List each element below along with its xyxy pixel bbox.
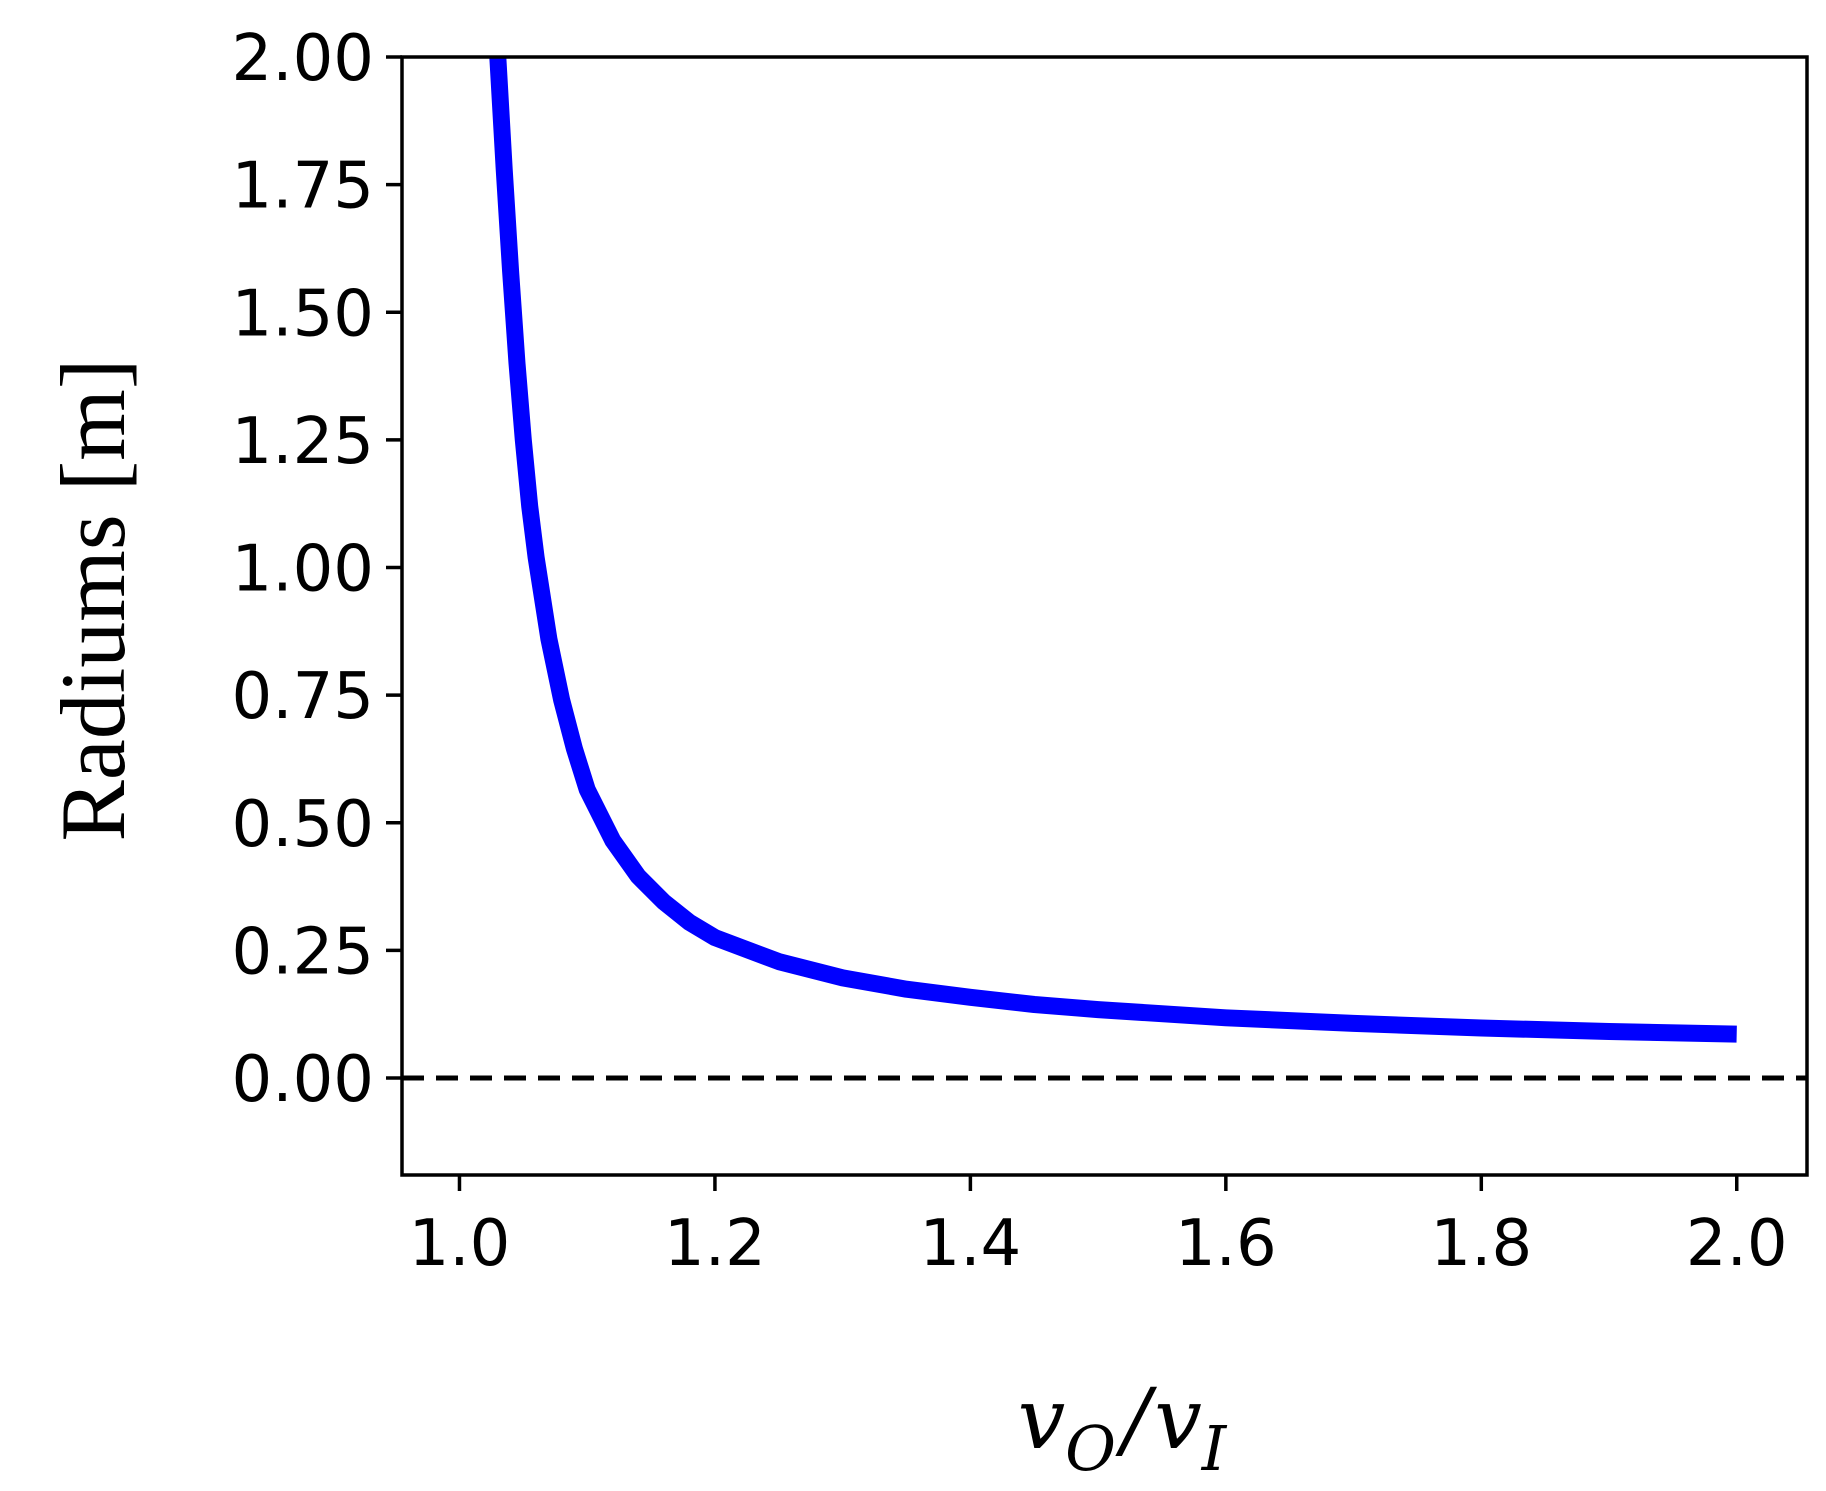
x-tick-label: 1.4 xyxy=(919,1207,1021,1281)
y-tick-label: 0.00 xyxy=(232,1043,375,1117)
x-tick-label: 1.2 xyxy=(664,1207,766,1281)
x-tick-label: 1.6 xyxy=(1175,1207,1277,1281)
y-axis-ticks: 0.00 0.25 0.50 0.75 1.00 1.25 1.50 1.75 2.00 xyxy=(232,22,402,1117)
y-tick-label: 0.25 xyxy=(232,915,375,989)
x-axis-title-slash: / xyxy=(1115,1370,1158,1468)
x-axis-ticks: 1.0 1.2 1.4 1.6 1.8 2.0 xyxy=(409,1175,1788,1281)
y-tick-label: 1.25 xyxy=(232,405,375,479)
y-tick-label: 0.75 xyxy=(232,660,375,734)
series-line-0 xyxy=(489,57,1737,1043)
y-tick-label: 1.00 xyxy=(232,533,375,607)
plot-frame xyxy=(400,55,1809,1177)
x-axis-title-den-sub: I xyxy=(1201,1412,1228,1485)
y-tick-label: 1.50 xyxy=(232,277,375,351)
x-axis-title-num-sub: O xyxy=(1065,1412,1116,1485)
x-axis-title-num-var: v xyxy=(1018,1370,1065,1468)
x-axis-title-den-var: v xyxy=(1154,1370,1201,1468)
x-tick-label: 1.8 xyxy=(1430,1207,1532,1281)
y-axis-title: Radiums [m] xyxy=(42,359,144,842)
x-tick-label: 2.0 xyxy=(1686,1207,1788,1281)
plot-area xyxy=(400,55,1809,1177)
x-tick-label: 1.0 xyxy=(409,1207,511,1281)
y-tick-label: 0.50 xyxy=(232,788,375,862)
y-tick-label: 1.75 xyxy=(232,150,375,224)
x-axis-title: vO/vI xyxy=(1018,1370,1228,1485)
y-tick-label: 2.00 xyxy=(232,22,375,96)
